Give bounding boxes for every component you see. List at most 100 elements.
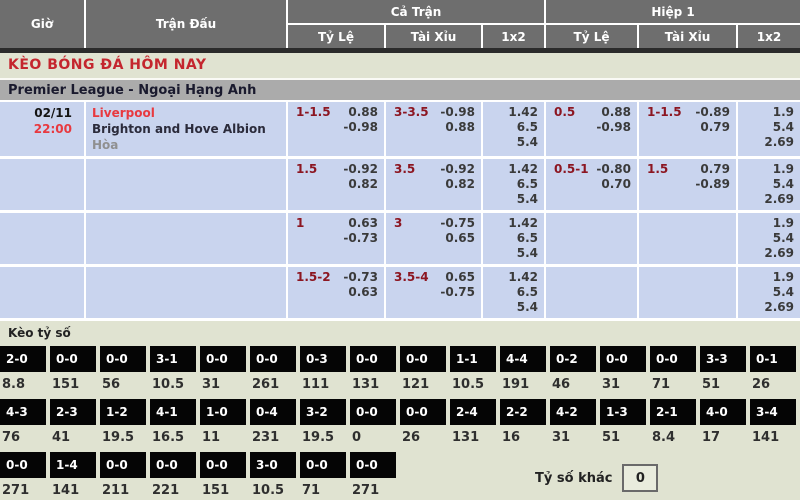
h1-1x2-away[interactable]: 2.69: [764, 192, 794, 206]
score-cell[interactable]: 4-0 17: [700, 399, 750, 452]
score-label[interactable]: 1-0: [200, 399, 246, 425]
ft-1x2-draw[interactable]: 6.5: [516, 177, 538, 191]
h1-handicap-line[interactable]: 0.5: [554, 105, 576, 119]
ft-1x2-cell[interactable]: 1.42 6.5 5.4: [481, 265, 545, 321]
h1-overunder-cell[interactable]: 1.5 0.79 -0.89: [637, 157, 737, 213]
score-label[interactable]: 3-1: [150, 346, 196, 372]
score-cell[interactable]: 1-3 51: [600, 399, 650, 452]
score-label[interactable]: 1-4: [50, 452, 96, 478]
score-label[interactable]: 3-0: [250, 452, 296, 478]
h1-handicap-odd-away[interactable]: 0.70: [601, 177, 631, 191]
score-cell[interactable]: 0-0 151: [200, 452, 250, 500]
ft-overunder-line[interactable]: 3: [394, 216, 403, 230]
ft-handicap-odd-away[interactable]: -0.73: [343, 231, 378, 245]
h1-overunder-line[interactable]: 1.5: [647, 162, 669, 176]
ft-handicap-cell[interactable]: 1.5-2 -0.73 0.63: [286, 265, 385, 321]
ft-over-odd[interactable]: -0.98: [440, 105, 475, 119]
score-label[interactable]: 0-0: [0, 452, 46, 478]
score-cell[interactable]: 0-0 271: [0, 452, 50, 500]
h1-handicap-odd-home[interactable]: 0.88: [601, 105, 631, 119]
ft-overunder-cell[interactable]: 3.5 -0.92 0.82: [384, 157, 482, 213]
score-label[interactable]: 0-0: [250, 346, 296, 372]
ft-handicap-odd-away[interactable]: 0.82: [348, 177, 378, 191]
score-cell[interactable]: 4-2 31: [550, 399, 600, 452]
score-cell[interactable]: 0-0 31: [200, 346, 250, 399]
score-cell[interactable]: 3-3 51: [700, 346, 750, 399]
score-cell[interactable]: 0-0 121: [400, 346, 450, 399]
score-label[interactable]: 4-3: [0, 399, 46, 425]
score-label[interactable]: 1-2: [100, 399, 146, 425]
score-cell[interactable]: 2-4 131: [450, 399, 500, 452]
ft-1x2-home[interactable]: 1.42: [508, 216, 538, 230]
score-cell[interactable]: 0-0 0: [350, 399, 400, 452]
score-label[interactable]: 4-4: [500, 346, 546, 372]
score-label[interactable]: 0-4: [250, 399, 296, 425]
score-label[interactable]: 0-0: [600, 346, 646, 372]
score-label[interactable]: 0-0: [150, 452, 196, 478]
ft-overunder-line[interactable]: 3.5-4: [394, 270, 429, 284]
ft-handicap-odd-home[interactable]: -0.73: [343, 270, 378, 284]
score-label[interactable]: 0-0: [350, 399, 396, 425]
score-label[interactable]: 0-2: [550, 346, 596, 372]
score-label[interactable]: 4-1: [150, 399, 196, 425]
score-label[interactable]: 2-2: [500, 399, 546, 425]
ft-handicap-line[interactable]: 1-1.5: [296, 105, 331, 119]
league-header[interactable]: Premier League - Ngoại Hạng Anh: [0, 78, 800, 100]
h1-1x2-away[interactable]: 2.69: [764, 246, 794, 260]
score-cell[interactable]: 0-4 231: [250, 399, 300, 452]
score-label[interactable]: 1-1: [450, 346, 496, 372]
score-label[interactable]: 0-0: [100, 452, 146, 478]
h1-handicap-cell[interactable]: 0.5-1 -0.80 0.70: [544, 157, 638, 213]
h1-1x2-home[interactable]: 1.9: [772, 162, 794, 176]
score-cell[interactable]: 0-0 71: [650, 346, 700, 399]
score-label[interactable]: 0-0: [50, 346, 96, 372]
h1-1x2-draw[interactable]: 5.4: [772, 177, 794, 191]
ft-1x2-away[interactable]: 5.4: [516, 192, 538, 206]
score-cell[interactable]: 0-2 46: [550, 346, 600, 399]
ft-handicap-cell[interactable]: 1.5 -0.92 0.82: [286, 157, 385, 213]
h1-1x2-cell[interactable]: 1.9 5.4 2.69: [736, 211, 800, 267]
ft-handicap-odd-away[interactable]: 0.63: [348, 285, 378, 299]
score-cell[interactable]: 3-4 141: [750, 399, 800, 452]
h1-1x2-draw[interactable]: 5.4: [772, 120, 794, 134]
ft-overunder-line[interactable]: 3-3.5: [394, 105, 429, 119]
h1-under-odd[interactable]: -0.89: [695, 177, 730, 191]
score-label[interactable]: 0-0: [400, 399, 446, 425]
h1-1x2-away[interactable]: 2.69: [764, 135, 794, 149]
score-cell[interactable]: 0-0 211: [100, 452, 150, 500]
ft-1x2-draw[interactable]: 6.5: [516, 285, 538, 299]
ft-handicap-line[interactable]: 1.5-2: [296, 270, 331, 284]
ft-overunder-line[interactable]: 3.5: [394, 162, 416, 176]
score-cell[interactable]: 4-4 191: [500, 346, 550, 399]
h1-handicap-cell[interactable]: 0.5 0.88 -0.98: [544, 101, 638, 159]
other-score-input[interactable]: 0: [622, 464, 659, 492]
score-cell[interactable]: 2-0 8.8: [0, 346, 50, 399]
h1-1x2-draw[interactable]: 5.4: [772, 285, 794, 299]
score-cell[interactable]: 0-1 26: [750, 346, 800, 399]
ft-1x2-cell[interactable]: 1.42 6.5 5.4: [481, 101, 545, 159]
h1-1x2-away[interactable]: 2.69: [764, 300, 794, 314]
ft-handicap-odd-away[interactable]: -0.98: [343, 120, 378, 134]
ft-handicap-odd-home[interactable]: 0.63: [348, 216, 378, 230]
score-label[interactable]: 0-0: [300, 452, 346, 478]
ft-over-odd[interactable]: 0.65: [445, 270, 475, 284]
score-cell[interactable]: 1-0 11: [200, 399, 250, 452]
score-cell[interactable]: 0-0 151: [50, 346, 100, 399]
score-label[interactable]: 0-0: [350, 452, 396, 478]
away-team[interactable]: Brighton and Hove Albion: [92, 122, 266, 136]
ft-1x2-away[interactable]: 5.4: [516, 135, 538, 149]
h1-1x2-draw[interactable]: 5.4: [772, 231, 794, 245]
h1-1x2-cell[interactable]: 1.9 5.4 2.69: [736, 265, 800, 321]
score-cell[interactable]: 0-0 31: [600, 346, 650, 399]
score-label[interactable]: 2-3: [50, 399, 96, 425]
score-cell[interactable]: 1-1 10.5: [450, 346, 500, 399]
score-label[interactable]: 0-0: [400, 346, 446, 372]
ft-under-odd[interactable]: 0.88: [445, 120, 475, 134]
score-label[interactable]: 1-3: [600, 399, 646, 425]
ft-over-odd[interactable]: -0.75: [440, 216, 475, 230]
score-label[interactable]: 4-2: [550, 399, 596, 425]
ft-handicap-cell[interactable]: 1 0.63 -0.73: [286, 211, 385, 267]
h1-1x2-home[interactable]: 1.9: [772, 105, 794, 119]
h1-over-odd[interactable]: -0.89: [695, 105, 730, 119]
score-label[interactable]: 0-0: [200, 346, 246, 372]
